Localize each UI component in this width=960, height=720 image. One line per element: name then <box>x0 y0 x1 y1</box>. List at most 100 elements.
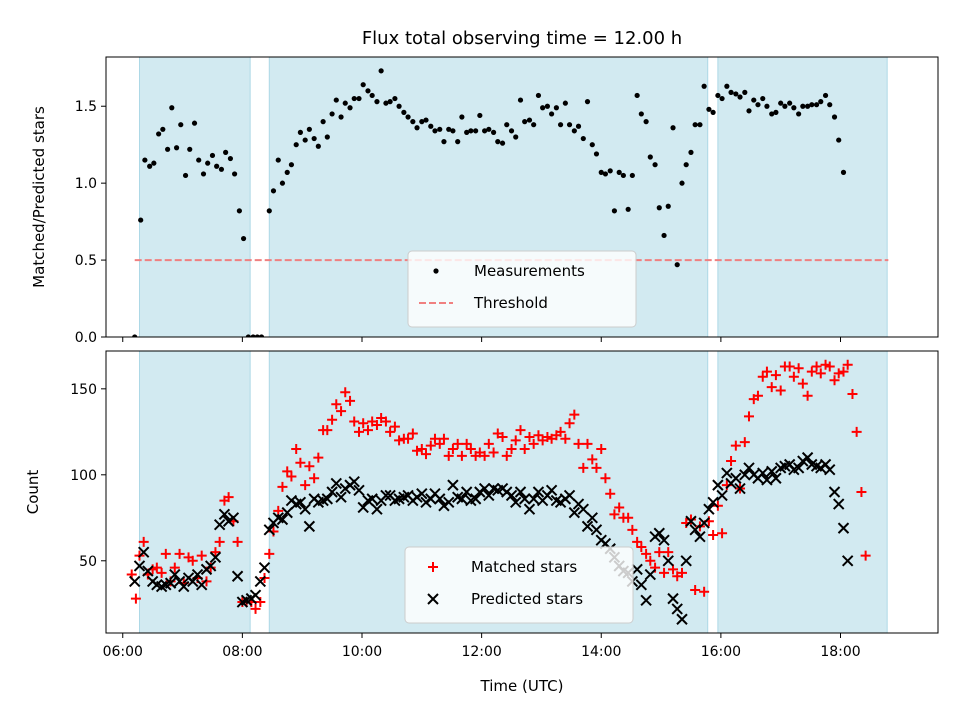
data-point <box>793 363 804 374</box>
data-point <box>277 481 288 492</box>
data-point <box>652 162 658 168</box>
data-point <box>757 371 768 382</box>
data-point <box>523 503 536 515</box>
data-point <box>295 457 306 468</box>
data-point <box>447 479 459 491</box>
data-point <box>800 103 806 109</box>
plot-area <box>132 57 889 337</box>
data-point <box>129 575 141 588</box>
data-point <box>142 157 148 163</box>
data-point <box>209 152 216 159</box>
data-point <box>677 567 687 578</box>
data-point <box>459 114 465 120</box>
data-point <box>195 579 208 591</box>
data-point <box>254 334 260 337</box>
data-point <box>477 112 483 119</box>
data-point <box>460 486 473 498</box>
data-point <box>396 103 402 109</box>
data-point <box>737 94 743 100</box>
data-point <box>142 565 154 577</box>
data-point <box>178 122 184 128</box>
data-point <box>566 122 573 128</box>
data-point <box>450 128 456 134</box>
data-point <box>602 171 609 177</box>
data-point <box>627 524 638 535</box>
data-point <box>582 438 593 449</box>
data-point <box>733 91 739 97</box>
x-tick-label: 18:00 <box>820 644 860 660</box>
data-point <box>860 550 871 561</box>
data-point <box>455 139 461 145</box>
data-point <box>335 491 347 503</box>
data-point <box>818 99 824 105</box>
data-point <box>499 140 506 146</box>
data-point <box>187 575 199 588</box>
data-point <box>791 105 797 111</box>
data-point <box>461 438 472 449</box>
data-point <box>304 461 315 472</box>
data-point <box>645 555 656 566</box>
y-tick-label: 150 <box>70 382 97 398</box>
data-point <box>510 435 521 446</box>
data-point <box>414 125 420 131</box>
data-point <box>294 496 307 509</box>
data-point <box>629 172 635 179</box>
data-point <box>389 421 400 432</box>
data-point <box>425 440 436 451</box>
data-point <box>535 92 542 99</box>
data-point <box>428 123 434 129</box>
data-point <box>837 522 850 534</box>
data-point <box>833 498 845 510</box>
data-point <box>545 484 558 496</box>
data-point <box>231 570 244 582</box>
data-point <box>169 562 180 573</box>
data-point <box>805 103 811 109</box>
data-point <box>441 139 447 145</box>
data-point <box>614 502 625 513</box>
data-point <box>703 503 715 515</box>
data-point <box>299 503 311 515</box>
data-point <box>380 489 392 502</box>
data-point <box>674 262 680 268</box>
data-point <box>631 563 643 576</box>
data-point <box>638 111 644 117</box>
data-point <box>717 528 728 539</box>
data-point <box>345 395 356 406</box>
data-point <box>505 489 518 502</box>
data-point <box>330 477 342 490</box>
data-point <box>133 560 146 572</box>
data-point <box>553 105 559 111</box>
plot-frame <box>105 350 939 634</box>
data-point <box>410 119 416 125</box>
data-point <box>526 117 533 123</box>
data-point <box>245 334 251 337</box>
data-point <box>464 129 470 135</box>
data-point <box>356 95 362 102</box>
data-point <box>838 366 849 377</box>
data-point <box>540 105 546 111</box>
data-point <box>394 435 405 446</box>
data-point <box>569 409 580 420</box>
data-point <box>254 575 267 588</box>
data-point <box>169 105 175 111</box>
chart-title: Flux total observing time = 12.00 h <box>362 28 682 49</box>
data-point <box>478 482 491 495</box>
data-point <box>286 471 297 482</box>
data-point <box>488 447 499 458</box>
data-point <box>434 493 446 505</box>
data-point <box>806 366 817 377</box>
data-point <box>151 562 162 573</box>
data-point <box>809 102 815 108</box>
data-point <box>360 82 366 88</box>
data-point <box>187 146 193 152</box>
data-point <box>824 463 836 476</box>
data-point <box>715 92 721 99</box>
data-point <box>623 512 634 523</box>
data-point <box>730 472 742 484</box>
ratio-panel: 0.0 0.5 1.0 1.5 Matched/Predicted stars Measu… <box>30 56 939 346</box>
data-point <box>501 450 512 461</box>
data-point <box>568 506 581 519</box>
data-point <box>223 492 234 503</box>
data-point <box>160 548 171 559</box>
data-point <box>586 512 598 524</box>
